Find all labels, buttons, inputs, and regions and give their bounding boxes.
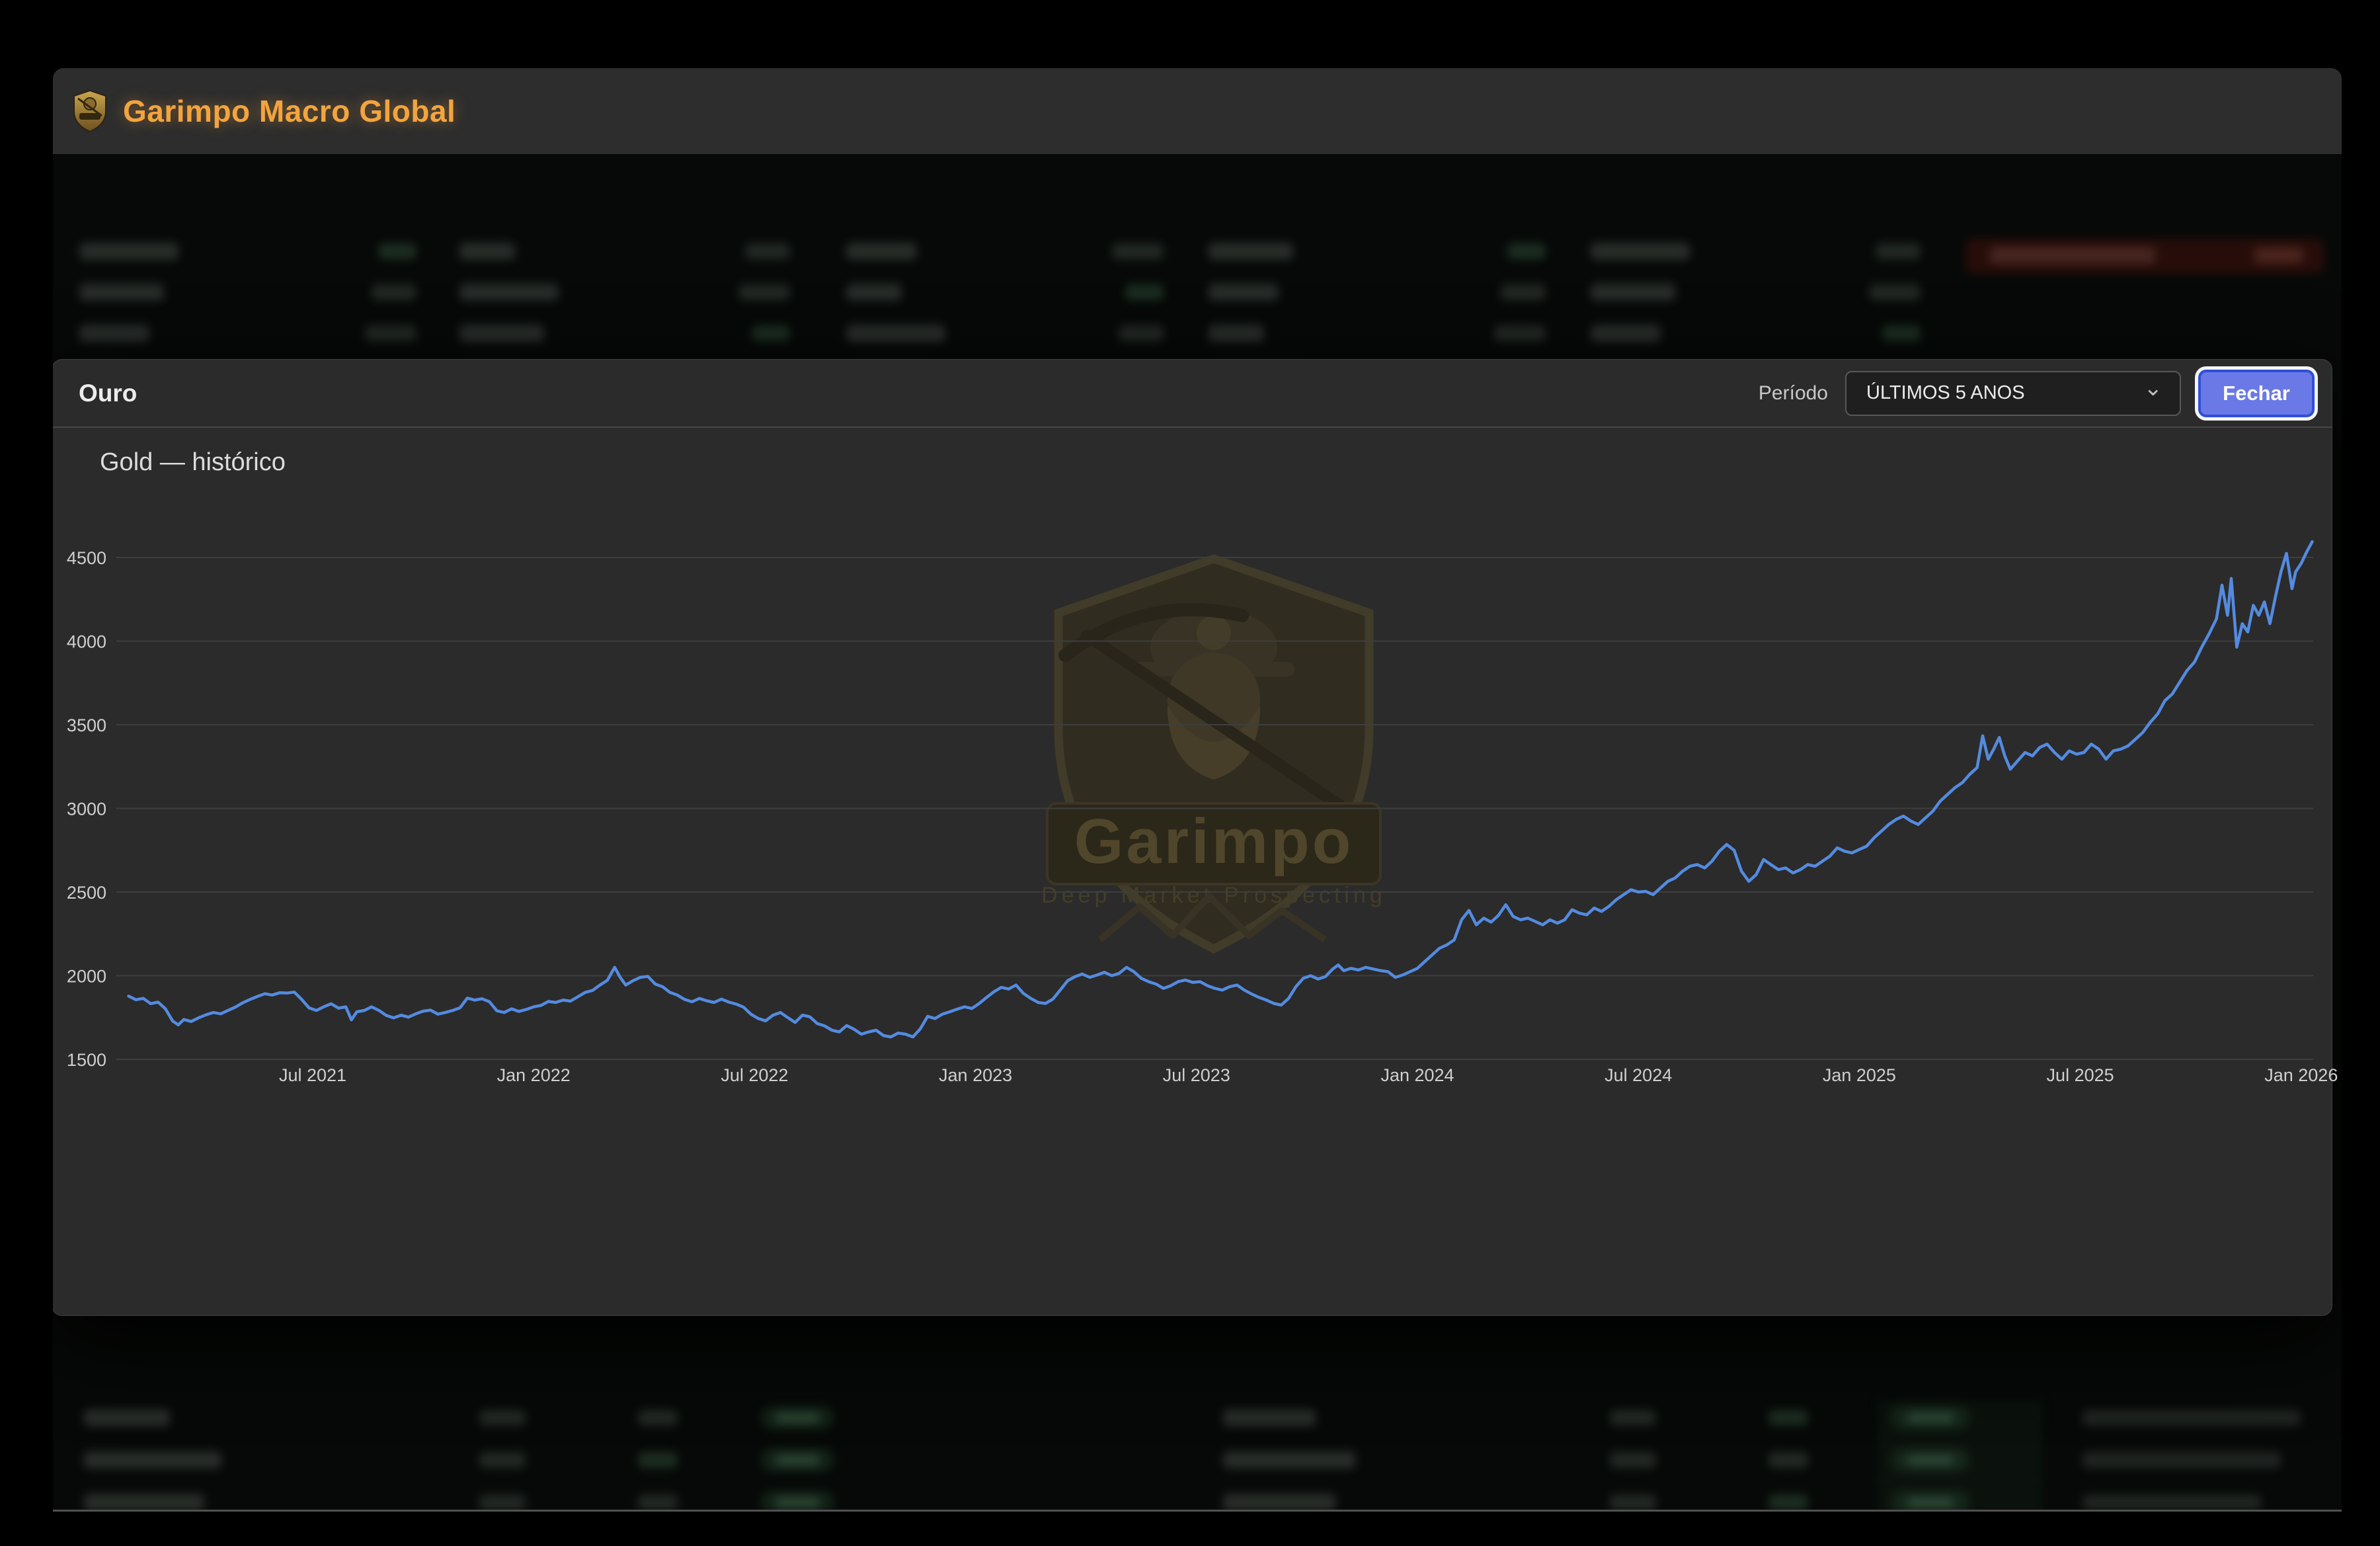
modal-title: Ouro <box>79 379 138 407</box>
chevron-down-icon: ⌄ <box>2143 375 2163 401</box>
watermark-title: Garimpo <box>1074 806 1354 877</box>
app-panel: Garimpo Macro Global Ouro Período ÚLTIMO… <box>53 68 2342 1512</box>
x-axis-tick: Jul 2021 <box>279 1065 346 1085</box>
gold-price-line <box>127 540 2314 1039</box>
y-axis-tick: 4500 <box>67 548 106 568</box>
gold-history-chart: Garimpo Deep Market Prospecting Gold — h… <box>53 429 2338 1318</box>
period-select[interactable]: ÚLTIMOS 5 ANOS ⌄ <box>1845 370 2181 416</box>
y-axis-tick: 2500 <box>67 883 106 903</box>
period-select-value: ÚLTIMOS 5 ANOS <box>1866 382 2025 403</box>
x-axis-tick: Jan 2024 <box>1380 1065 1454 1085</box>
y-axis-tick: 3000 <box>67 799 106 819</box>
x-axis-tick: Jan 2026 <box>2264 1065 2338 1085</box>
app-header: Garimpo Macro Global <box>53 68 2342 154</box>
x-axis-tick: Jul 2025 <box>2047 1065 2114 1085</box>
x-axis-tick: Jan 2025 <box>1823 1065 1896 1085</box>
y-axis-tick: 1500 <box>67 1050 106 1070</box>
y-axis-tick: 2000 <box>67 967 106 987</box>
x-axis-tick: Jul 2024 <box>1605 1065 1672 1085</box>
line-chart: Garimpo Deep Market Prospecting Gold — h… <box>67 448 2338 1085</box>
gold-modal: Ouro Período ÚLTIMOS 5 ANOS ⌄ Fechar <box>53 359 2338 1318</box>
close-button[interactable]: Fechar <box>2198 369 2315 417</box>
x-axis-tick: Jan 2023 <box>939 1065 1012 1085</box>
modal-header: Ouro Período ÚLTIMOS 5 ANOS ⌄ Fechar <box>53 360 2332 428</box>
x-axis-tick: Jul 2023 <box>1163 1065 1230 1085</box>
garimpo-watermark: Garimpo Deep Market Prospecting <box>1041 554 1382 954</box>
x-axis-tick: Jan 2022 <box>497 1065 571 1085</box>
y-axis-tick: 4000 <box>67 632 106 652</box>
garimpo-logo-icon <box>73 89 106 133</box>
chart-title: Gold — histórico <box>100 448 286 476</box>
x-axis-tick: Jul 2022 <box>721 1065 788 1085</box>
app-title: Garimpo Macro Global <box>123 94 456 128</box>
period-label: Período <box>1758 382 1828 404</box>
y-axis-tick: 3500 <box>67 715 106 735</box>
